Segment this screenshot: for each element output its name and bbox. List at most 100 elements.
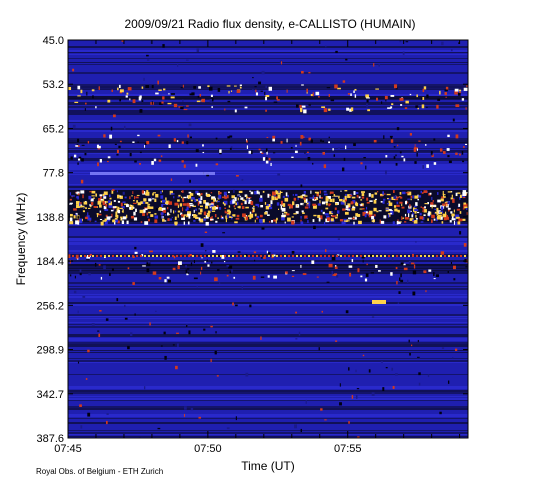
- flux-pixel: [424, 203, 428, 205]
- flux-pixel: [348, 255, 350, 257]
- flux-pixel: [427, 374, 430, 378]
- flux-pixel: [112, 255, 114, 257]
- flux-pixel: [385, 97, 387, 102]
- flux-pixel: [396, 209, 400, 212]
- flux-pixel: [96, 213, 99, 215]
- flux-pixel: [212, 255, 214, 257]
- flux-pixel: [225, 218, 227, 223]
- channel-band: [68, 352, 468, 353]
- flux-pixel: [262, 157, 266, 161]
- flux-pixel: [219, 152, 222, 155]
- flux-pixel: [192, 255, 194, 257]
- flux-pixel: [285, 192, 288, 197]
- flux-pixel: [73, 154, 77, 158]
- flux-pixel: [393, 205, 397, 208]
- flux-pixel: [154, 198, 157, 202]
- flux-pixel: [229, 200, 234, 205]
- flux-pixel: [428, 255, 430, 257]
- flux-pixel: [335, 50, 338, 54]
- flux-pixel: [225, 215, 228, 219]
- flux-pixel: [312, 255, 314, 257]
- flux-pixel: [294, 150, 298, 154]
- flux-pixel: [248, 255, 250, 257]
- flux-pixel: [380, 220, 385, 224]
- flux-pixel: [317, 203, 321, 206]
- flux-pixel: [167, 279, 171, 283]
- flux-pixel: [90, 198, 94, 202]
- flux-pixel: [177, 214, 179, 218]
- flux-pixel: [306, 88, 308, 93]
- flux-pixel: [395, 154, 397, 157]
- flux-pixel: [152, 255, 154, 257]
- flux-pixel: [293, 197, 297, 201]
- flux-pixel: [135, 208, 137, 212]
- flux-pixel: [300, 428, 302, 433]
- flux-pixel: [246, 140, 248, 143]
- flux-pixel: [405, 201, 408, 205]
- flux-pixel: [158, 277, 162, 280]
- flux-pixel: [158, 207, 163, 211]
- flux-pixel: [377, 191, 379, 193]
- flux-pixel: [186, 141, 189, 145]
- flux-pixel: [75, 145, 79, 147]
- flux-pixel: [281, 207, 286, 212]
- flux-pixel: [255, 89, 257, 93]
- flux-pixel: [203, 211, 207, 216]
- flux-pixel: [453, 197, 455, 200]
- flux-pixel: [450, 197, 454, 200]
- flux-pixel: [404, 107, 408, 110]
- flux-pixel: [235, 304, 238, 307]
- flux-pixel: [237, 195, 241, 197]
- flux-pixel: [104, 221, 108, 226]
- flux-pixel: [313, 225, 316, 230]
- flux-pixel: [128, 255, 130, 257]
- flux-pixel: [69, 217, 73, 222]
- flux-pixel: [172, 267, 176, 271]
- flux-pixel: [436, 216, 441, 220]
- flux-pixel: [286, 138, 288, 143]
- chart-title: 2009/09/21 Radio flux density, e-CALLIST…: [124, 17, 415, 31]
- flux-pixel: [350, 201, 354, 205]
- flux-pixel: [303, 197, 306, 200]
- flux-pixel: [145, 85, 150, 89]
- flux-pixel: [291, 216, 294, 218]
- flux-pixel: [256, 255, 258, 257]
- flux-pixel: [211, 210, 216, 212]
- flux-pixel: [295, 338, 298, 340]
- flux-pixel: [266, 150, 268, 155]
- flux-pixel: [123, 125, 126, 130]
- flux-pixel: [413, 264, 416, 269]
- channel-band: [68, 336, 468, 337]
- flux-pixel: [462, 190, 467, 194]
- flux-pixel: [221, 196, 226, 199]
- channel-band: [68, 400, 468, 401]
- flux-pixel: [359, 208, 363, 210]
- channel-band: [68, 238, 468, 240]
- flux-pixel: [102, 198, 105, 203]
- flux-pixel: [244, 255, 246, 257]
- flux-pixel: [276, 99, 280, 101]
- flux-pixel: [79, 220, 83, 224]
- flux-pixel: [317, 214, 321, 218]
- flux-pixel: [308, 255, 310, 257]
- flux-pixel: [122, 191, 125, 195]
- flux-pixel: [355, 369, 357, 373]
- flux-pixel: [304, 215, 308, 219]
- channel-band: [68, 62, 468, 63]
- flux-pixel: [362, 259, 364, 263]
- flux-pixel: [234, 200, 236, 204]
- flux-pixel: [393, 84, 398, 89]
- flux-pixel: [77, 196, 79, 200]
- flux-pixel: [208, 255, 210, 257]
- flux-pixel: [113, 220, 116, 225]
- flux-pixel: [189, 136, 192, 139]
- flux-pixel: [308, 72, 311, 74]
- flux-pixel: [210, 218, 214, 221]
- flux-pixel: [442, 194, 446, 196]
- flux-pixel: [115, 214, 119, 218]
- flux-pixel: [229, 147, 232, 150]
- flux-pixel: [291, 156, 294, 158]
- flux-pixel: [146, 54, 149, 57]
- flux-pixel: [275, 196, 278, 199]
- flux-pixel: [166, 212, 169, 216]
